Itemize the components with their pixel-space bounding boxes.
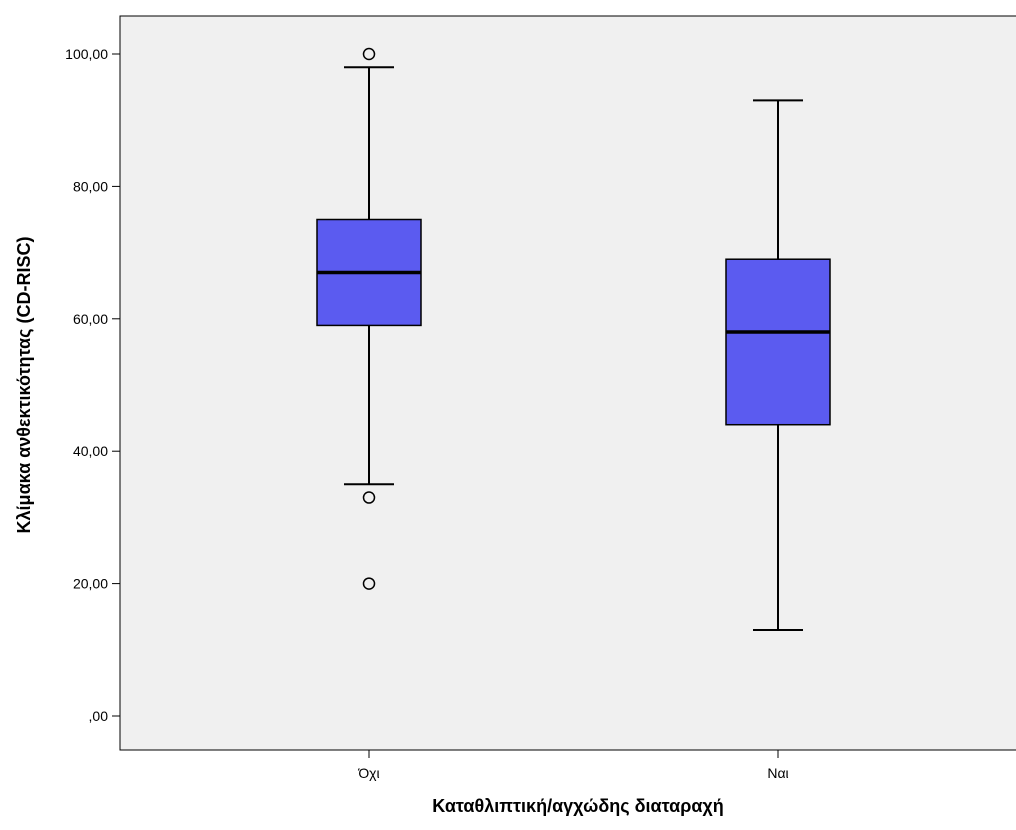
plot-area: [119, 15, 1016, 751]
y-tick-label: ,00: [89, 708, 109, 724]
box-1: [316, 47, 422, 590]
y-tick-label: 20,00: [73, 576, 108, 592]
outlier-point: [362, 47, 376, 61]
x-tick-label: Όχι: [357, 765, 379, 781]
y-tick-label: 60,00: [73, 311, 108, 327]
x-axis-title: Καταθλιπτική/αγχώδης διαταραχή: [432, 796, 724, 816]
boxes-group: [316, 47, 831, 631]
outlier-point: [362, 577, 376, 590]
y-tick-label: 40,00: [73, 443, 108, 459]
outlier-point: [362, 491, 376, 504]
y-tick-label: 100,00: [65, 46, 108, 62]
box-2: [725, 99, 831, 631]
y-tick-label: 80,00: [73, 178, 108, 194]
x-axis: Όχι Ναι: [357, 750, 789, 781]
y-axis-title: Κλίμακα ανθεκτικότητας (CD-RISC): [14, 237, 34, 534]
x-tick-label: Ναι: [767, 765, 788, 781]
y-axis: ,00 20,00 40,00 60,00 80,00 100,00: [65, 46, 120, 724]
iqr-box: [725, 258, 831, 426]
